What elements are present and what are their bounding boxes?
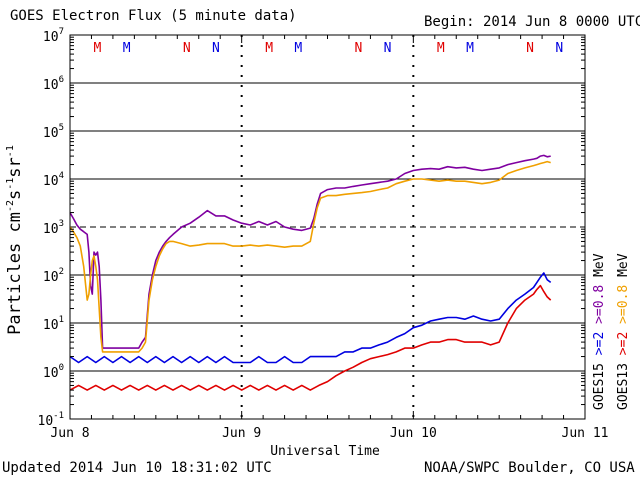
eclipse-marker: N <box>354 41 362 56</box>
y-tick-label: 104 <box>43 171 64 189</box>
legend-text: MeV <box>592 253 607 284</box>
legend-text: >=0.8 <box>616 285 631 332</box>
y-tick-label: 101 <box>43 315 64 333</box>
legend-text: >=2 <box>592 332 607 363</box>
y-axis-label-mid2: sr <box>5 157 25 177</box>
y-tick-label: 107 <box>43 27 64 45</box>
legend-text: GOES13 <box>616 363 631 410</box>
chart-title: GOES Electron Flux (5 minute data) <box>10 8 297 24</box>
eclipse-marker: N <box>526 41 534 56</box>
updated-timestamp: Updated 2014 Jun 10 18:31:02 UTC <box>2 460 272 476</box>
legend-entry: GOES15 >=2 >=0.8 MeV <box>592 253 607 410</box>
y-tick-label: 105 <box>43 123 64 141</box>
legend-text: GOES15 <box>592 363 607 410</box>
plot-frame <box>69 34 586 420</box>
legend-text: MeV <box>616 253 631 284</box>
y-tick-label: 103 <box>43 219 64 237</box>
eclipse-marker: M <box>265 41 273 56</box>
eclipse-marker: M <box>466 41 474 56</box>
x-tick-label: Jun 8 <box>50 426 89 441</box>
y-axis-label-sup3: -1 <box>5 145 16 157</box>
series-line <box>69 160 551 353</box>
x-axis-label: Universal Time <box>270 444 380 459</box>
eclipse-marker: N <box>183 41 191 56</box>
legend-entry: GOES13 >=2 >=0.8 MeV <box>616 253 631 410</box>
eclipse-marker: N <box>384 41 392 56</box>
series-line <box>69 154 551 349</box>
eclipse-marker: M <box>437 41 445 56</box>
x-tick-label: Jun 10 <box>390 426 437 441</box>
y-axis-label-sup2: -1 <box>5 178 16 190</box>
y-tick-label: 106 <box>43 75 64 93</box>
eclipse-marker: M <box>123 41 131 56</box>
y-axis-label: Particles cm-2s-1sr-1 <box>5 145 25 335</box>
x-tick-label: Jun 9 <box>222 426 261 441</box>
series-layer <box>69 154 552 391</box>
y-axis-label-mid1: s <box>5 190 25 200</box>
eclipse-marker: N <box>555 41 563 56</box>
series-line <box>69 272 552 364</box>
legend-text: >=0.8 <box>592 285 607 332</box>
begin-label: Begin: 2014 Jun 8 0000 UTC <box>424 14 640 30</box>
eclipse-marker: M <box>294 41 302 56</box>
grid-layer <box>70 35 585 419</box>
eclipse-marker: M <box>94 41 102 56</box>
credit-label: NOAA/SWPC Boulder, CO USA <box>424 460 635 476</box>
y-tick-label: 100 <box>43 363 64 381</box>
y-axis-label-main: Particles cm <box>5 212 25 335</box>
y-axis-label-sup1: -2 <box>5 200 16 212</box>
series-line <box>69 284 552 391</box>
tick-layer: Jun 8 Jun 9 Jun 10 Jun 1110-110010110210310… <box>38 27 609 441</box>
y-tick-label: 102 <box>43 267 64 285</box>
eclipse-marker: N <box>212 41 220 56</box>
legend-text: >=2 <box>616 332 631 363</box>
x-tick-label: Jun 11 <box>562 426 609 441</box>
